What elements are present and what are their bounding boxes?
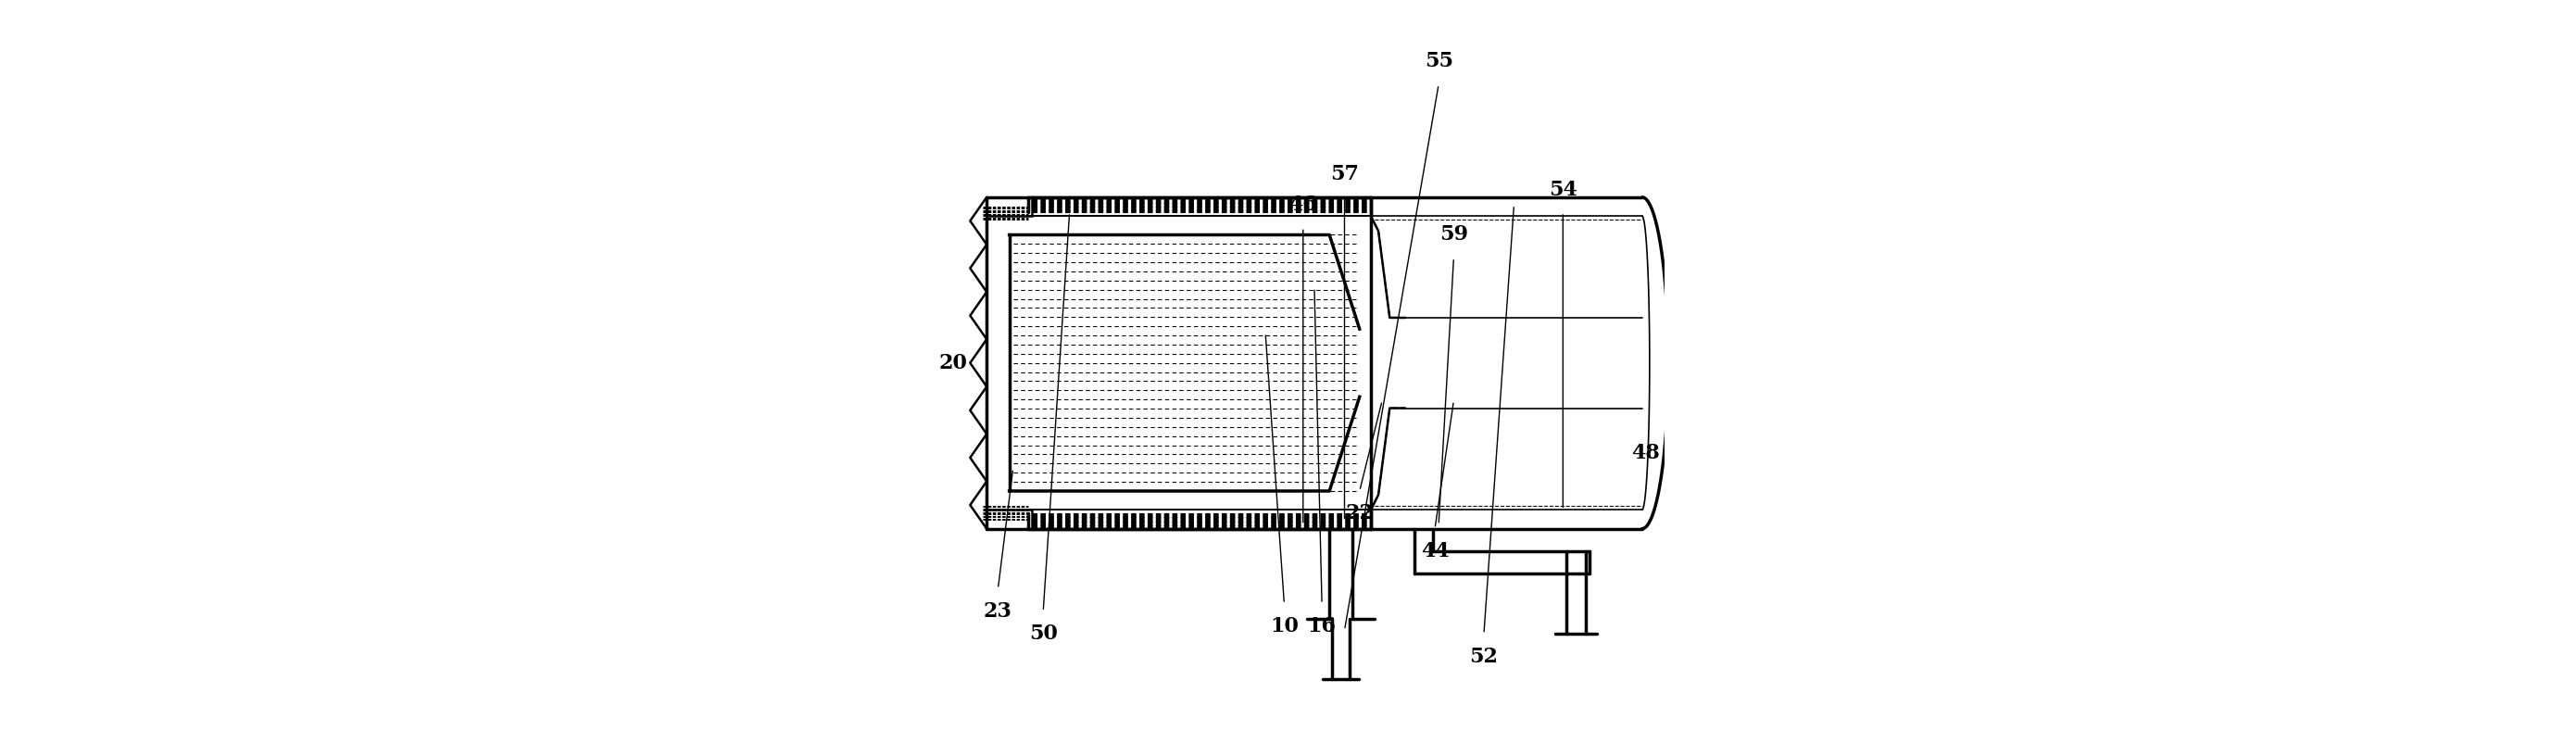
Text: 16: 16 bbox=[1309, 616, 1337, 637]
Text: 20: 20 bbox=[938, 353, 966, 373]
Text: 46: 46 bbox=[1288, 194, 1316, 215]
Text: 54: 54 bbox=[1548, 179, 1577, 200]
Text: 57: 57 bbox=[1329, 164, 1360, 184]
Text: 55: 55 bbox=[1425, 51, 1453, 72]
Text: 10: 10 bbox=[1270, 616, 1298, 637]
Text: 50: 50 bbox=[1028, 624, 1059, 644]
Polygon shape bbox=[987, 510, 1033, 528]
Text: 22: 22 bbox=[1345, 503, 1373, 524]
Text: 59: 59 bbox=[1440, 225, 1468, 245]
Text: 44: 44 bbox=[1419, 541, 1450, 562]
Text: 52: 52 bbox=[1468, 646, 1499, 667]
Polygon shape bbox=[987, 197, 1033, 216]
Text: 48: 48 bbox=[1631, 443, 1659, 463]
Text: 23: 23 bbox=[984, 601, 1012, 621]
